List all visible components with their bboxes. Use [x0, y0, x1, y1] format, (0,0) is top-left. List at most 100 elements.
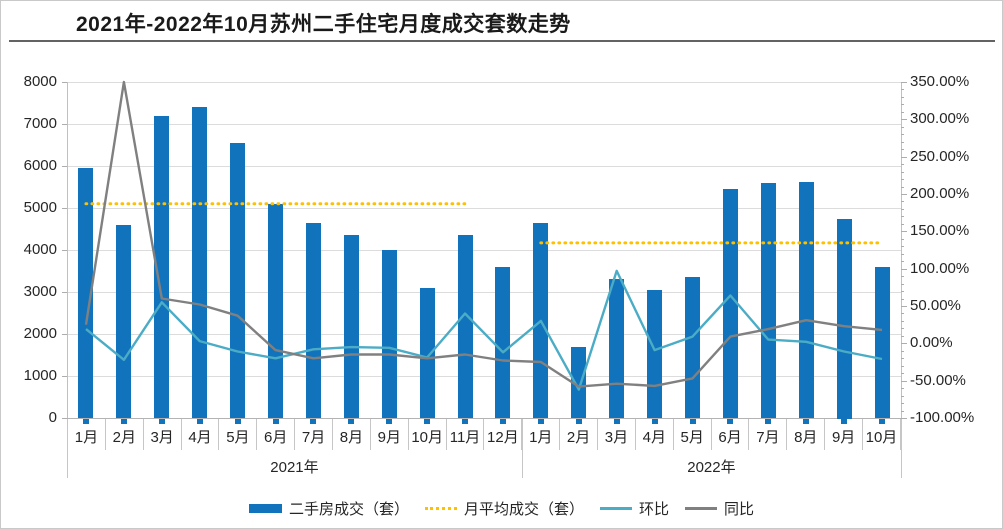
- right-axis-minor-tick: [901, 127, 904, 128]
- month-label-cell: 5月: [219, 419, 258, 450]
- right-axis-major-tick: [901, 343, 907, 344]
- year-group-separator: [522, 419, 523, 478]
- bar-11月: [458, 235, 473, 418]
- right-axis-tick-label: -100.00%: [910, 409, 975, 426]
- gray-line-swatch-icon: [685, 507, 718, 510]
- bar-axis-stub: [765, 419, 771, 424]
- bar-axis-stub: [803, 419, 809, 424]
- bar-8月: [799, 182, 814, 418]
- left-axis-tick: [62, 250, 67, 251]
- left-axis-tick-label: 1000: [23, 367, 57, 384]
- month-label-cell: 10月: [409, 419, 447, 450]
- month-label-cell: 6月: [257, 419, 296, 450]
- right-axis-minor-tick: [901, 97, 904, 98]
- bar-axis-stub: [879, 419, 885, 424]
- year-group-separator: [901, 419, 902, 478]
- left-axis-tick-label: 0: [48, 409, 57, 426]
- left-axis-tick-label: 8000: [23, 73, 57, 90]
- right-axis-minor-tick: [901, 254, 904, 255]
- bar-10月: [875, 267, 890, 418]
- chart-title: 2021年-2022年10月苏州二手住宅月度成交套数走势: [76, 13, 571, 36]
- year-group-separator: [67, 419, 68, 478]
- bar-3月: [154, 116, 169, 418]
- legend-label-mom: 环比: [639, 501, 670, 518]
- right-axis-major-tick: [901, 418, 907, 419]
- right-axis-minor-tick: [901, 134, 904, 135]
- right-axis-minor-tick: [901, 89, 904, 90]
- right-axis-minor-tick: [901, 321, 904, 322]
- right-axis-tick-label: 150.00%: [910, 222, 970, 239]
- left-axis-tick: [62, 82, 67, 83]
- bar-axis-stub: [83, 419, 89, 424]
- month-label-cell: 4月: [636, 419, 674, 450]
- right-axis-major-tick: [901, 231, 907, 232]
- bar-4月: [192, 107, 207, 418]
- left-axis-tick-label: 5000: [23, 199, 57, 216]
- right-axis-tick-label: 250.00%: [910, 148, 970, 165]
- month-label-cell: 7月: [295, 419, 334, 450]
- right-axis-major-tick: [901, 269, 907, 270]
- bar-axis-stub: [576, 419, 582, 424]
- right-axis-minor-tick: [901, 112, 904, 113]
- right-axis-minor-tick: [901, 373, 904, 374]
- bar-axis-stub: [614, 419, 620, 424]
- left-axis-tick: [62, 376, 67, 377]
- cyan-line-swatch-icon: [600, 507, 632, 510]
- month-label-cell: 4月: [182, 419, 220, 450]
- bar-axis-stub: [159, 419, 165, 424]
- gridline-0: [67, 418, 901, 419]
- month-label-cell: 6月: [712, 419, 750, 450]
- right-axis-minor-tick: [901, 411, 904, 412]
- bar-axis-stub: [310, 419, 316, 424]
- bar-axis-stub: [462, 419, 468, 424]
- right-axis-minor-tick: [901, 239, 904, 240]
- right-axis-minor-tick: [901, 276, 904, 277]
- bar-7月: [761, 183, 776, 418]
- bar-axis-stub: [197, 419, 203, 424]
- right-axis-minor-tick: [901, 299, 904, 300]
- right-axis-minor-tick: [901, 396, 904, 397]
- right-axis-minor-tick: [901, 172, 904, 173]
- month-label-cell: 11月: [447, 419, 485, 450]
- month-label-cell: 1月: [522, 419, 561, 450]
- left-axis-tick: [62, 166, 67, 167]
- month-label-cell: 8月: [333, 419, 371, 450]
- bar-7月: [306, 223, 321, 418]
- bar-12月: [495, 267, 510, 418]
- right-axis-minor-tick: [901, 149, 904, 150]
- month-label-cell: 2月: [560, 419, 599, 450]
- right-axis-major-tick: [901, 381, 907, 382]
- left-axis-tick-label: 3000: [23, 283, 57, 300]
- right-axis-minor-tick: [901, 224, 904, 225]
- month-label-cell: 7月: [749, 419, 788, 450]
- bar-axis-stub: [652, 419, 658, 424]
- legend-item-mom: 环比: [600, 498, 669, 519]
- right-axis-minor-tick: [901, 187, 904, 188]
- left-axis-tick-label: 2000: [23, 325, 57, 342]
- right-axis-minor-tick: [901, 328, 904, 329]
- bar-axis-stub: [121, 419, 127, 424]
- bar-8月: [344, 235, 359, 418]
- right-axis-minor-tick: [901, 201, 904, 202]
- year-label-2021年: 2021年: [270, 459, 319, 476]
- month-label-cell: 3月: [598, 419, 636, 450]
- right-axis-minor-tick: [901, 284, 904, 285]
- right-axis-minor-tick: [901, 313, 904, 314]
- right-axis-minor-tick: [901, 142, 904, 143]
- right-axis-major-tick: [901, 82, 907, 83]
- bar-axis-stub: [727, 419, 733, 424]
- left-axis-tick: [62, 124, 67, 125]
- month-label-cell: 2月: [106, 419, 144, 450]
- bar-6月: [723, 189, 738, 418]
- bar-axis-stub: [500, 419, 506, 424]
- bar-4月: [647, 290, 662, 418]
- left-axis-tick: [62, 292, 67, 293]
- right-axis-minor-tick: [901, 164, 904, 165]
- bar-5月: [685, 277, 700, 418]
- right-axis-minor-tick: [901, 216, 904, 217]
- legend-item-average: 月平均成交（套）: [424, 498, 584, 519]
- right-axis-tick-label: 200.00%: [910, 185, 970, 202]
- right-axis-minor-tick: [901, 388, 904, 389]
- right-axis-major-tick: [901, 306, 907, 307]
- month-label-cell: 5月: [674, 419, 712, 450]
